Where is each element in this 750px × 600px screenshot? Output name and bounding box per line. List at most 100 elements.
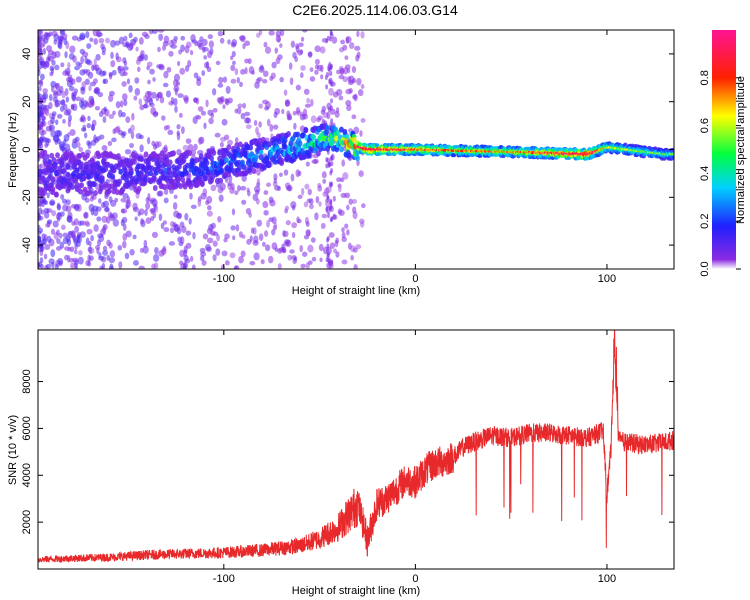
- heat-cell: [50, 129, 56, 138]
- heat-cell: [89, 196, 94, 202]
- heat-cell: [230, 55, 234, 61]
- heat-cell: [75, 96, 82, 102]
- heat-cell: [325, 157, 329, 163]
- heat-cell: [118, 36, 125, 45]
- heat-cell: [161, 115, 166, 121]
- heat-cell: [45, 176, 51, 183]
- heat-cell: [86, 43, 92, 49]
- heat-cell: [129, 248, 135, 256]
- heat-cell: [297, 218, 302, 224]
- heat-cell: [48, 31, 53, 37]
- heat-cell: [145, 217, 152, 225]
- heat-cell: [146, 136, 151, 145]
- heat-cell: [154, 246, 159, 255]
- heat-cell: [126, 78, 131, 85]
- colorbar-tick-label: 0.2: [699, 214, 711, 229]
- heat-cell: [67, 246, 72, 252]
- heat-cell: [319, 257, 323, 263]
- heat-cell: [74, 249, 78, 255]
- heat-cell: [198, 153, 204, 160]
- heat-cell: [81, 81, 86, 89]
- heat-cell: [149, 197, 157, 203]
- heat-cell: [320, 64, 324, 73]
- heat-cell: [334, 239, 339, 248]
- heat-cell: [305, 220, 310, 228]
- colorbar-tick-label: 0.0: [699, 261, 711, 276]
- heat-cell: [279, 43, 283, 48]
- heat-cell: [136, 66, 141, 73]
- heat-cell: [62, 70, 69, 76]
- heat-cell: [256, 77, 263, 82]
- heat-cell: [489, 152, 495, 157]
- heat-cell: [303, 88, 310, 95]
- heat-cell: [38, 30, 42, 37]
- heat-cell: [76, 141, 81, 149]
- heat-cell: [293, 122, 297, 130]
- heat-cell: [54, 99, 59, 108]
- heat-cell: [79, 99, 84, 108]
- heat-cell: [63, 110, 71, 116]
- heat-cell: [168, 241, 176, 246]
- heat-cell: [314, 212, 319, 221]
- heat-cell: [65, 163, 71, 170]
- heat-cell: [102, 245, 108, 252]
- heat-cell: [345, 99, 352, 107]
- heat-cell: [67, 61, 71, 70]
- heat-cell: [93, 134, 97, 143]
- heat-cell: [291, 204, 296, 211]
- heat-cell: [207, 34, 213, 40]
- heat-cell: [216, 96, 223, 103]
- heat-cell: [258, 121, 262, 128]
- heat-cell: [328, 79, 332, 85]
- heat-cell: [220, 182, 226, 191]
- heat-cell: [326, 111, 331, 120]
- heat-cell: [181, 126, 185, 135]
- heat-cell: [71, 92, 76, 101]
- heat-cell: [68, 85, 75, 92]
- heat-cell: [50, 228, 56, 235]
- heat-cell: [83, 211, 89, 219]
- heat-cell: [38, 137, 45, 143]
- heat-cell: [84, 220, 90, 226]
- heat-cell: [225, 85, 231, 94]
- heat-cell: [38, 79, 44, 87]
- heat-cell: [246, 187, 250, 193]
- heat-cell: [275, 57, 281, 65]
- heat-cell: [132, 158, 137, 165]
- heat-cell: [110, 51, 114, 60]
- heat-cell: [307, 51, 313, 58]
- heat-cell: [286, 110, 291, 118]
- heat-cell: [260, 259, 265, 265]
- heat-cell: [158, 63, 164, 69]
- heat-cell: [224, 157, 229, 164]
- heat-cell: [221, 118, 228, 126]
- heat-cell: [139, 247, 144, 254]
- heat-cell: [330, 216, 334, 222]
- heat-cell: [121, 111, 126, 118]
- heat-cell: [214, 178, 220, 185]
- heat-cell: [346, 229, 350, 236]
- heat-cell: [125, 41, 130, 48]
- heat-cell: [336, 69, 341, 75]
- heat-cell: [184, 45, 190, 54]
- heat-cell: [54, 263, 59, 269]
- heat-cell: [99, 175, 105, 182]
- heat-cell: [184, 64, 190, 72]
- heat-cell: [102, 70, 107, 76]
- heat-cell: [205, 99, 209, 108]
- heat-cell: [92, 64, 98, 71]
- heat-cell: [235, 146, 241, 153]
- heat-cell: [125, 204, 129, 210]
- heat-cell: [86, 228, 93, 235]
- heat-cell: [293, 256, 298, 262]
- heat-cell: [123, 35, 128, 42]
- heat-cell: [96, 239, 101, 247]
- heat-cell: [64, 88, 69, 96]
- heat-cell: [238, 231, 243, 238]
- heat-cell: [199, 179, 205, 186]
- heat-cell: [292, 110, 297, 116]
- heat-cell: [279, 30, 285, 37]
- heat-cell: [88, 85, 92, 92]
- heat-cell: [56, 238, 61, 244]
- heat-cell: [84, 197, 90, 203]
